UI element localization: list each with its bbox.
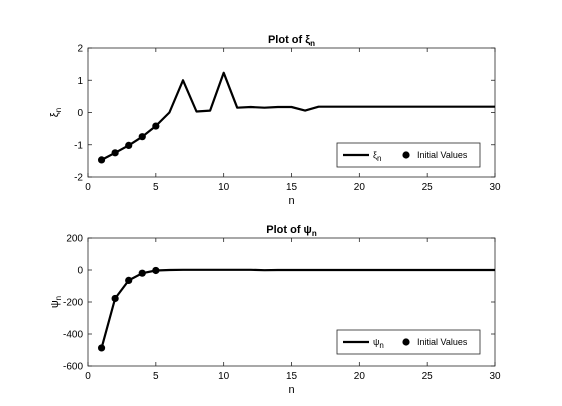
x-tick-label: 10 <box>218 371 230 382</box>
y-tick-label: -400 <box>63 330 83 341</box>
legend-entry-line-main: ψ <box>373 337 379 347</box>
legend-entry-line: ξn <box>373 150 381 163</box>
legend-entry-marker: Initial Values <box>417 337 468 347</box>
x-tick-label: 15 <box>286 371 298 382</box>
legend-marker-swatch <box>402 338 410 346</box>
x-tick-label: 0 <box>85 371 91 382</box>
legend-entry-line-main: ξ <box>373 150 377 160</box>
data-point <box>125 141 133 149</box>
x-tick-label: 20 <box>354 182 366 193</box>
legend-entry-line-subscript: n <box>377 154 381 163</box>
data-point <box>138 133 146 141</box>
chart-title-subscript: n <box>310 39 315 48</box>
y-tick-label: 2 <box>77 44 83 55</box>
x-tick-label: 10 <box>218 182 230 193</box>
x-tick-label: 30 <box>489 182 501 193</box>
y-tick-label: -2 <box>74 173 83 184</box>
y-tick-label: 200 <box>66 234 83 245</box>
legend-entry-line: ψn <box>373 337 384 350</box>
legend-entry-line-subscript: n <box>379 341 383 350</box>
y-tick-label: -600 <box>63 362 83 373</box>
data-point <box>111 149 119 157</box>
x-axis-label: n <box>288 384 294 396</box>
y-axis-label: ψn <box>49 296 63 308</box>
y-tick-label: -1 <box>74 140 83 151</box>
y-tick-label: 0 <box>77 266 83 277</box>
data-point <box>152 266 160 275</box>
x-tick-label: 0 <box>85 182 91 193</box>
data-point <box>125 276 133 284</box>
chart-title-main: Plot of ξ <box>268 34 310 46</box>
legend: ξn Initial Values <box>336 142 481 168</box>
y-axis-label-main: ψ <box>49 300 61 308</box>
x-tick-label: 5 <box>153 371 159 382</box>
data-point <box>97 344 106 352</box>
data-point <box>152 122 160 130</box>
x-tick-label: 5 <box>153 182 159 193</box>
legend-marker-swatch <box>402 151 410 159</box>
y-tick-label: 1 <box>77 76 83 87</box>
x-tick-label: 15 <box>286 182 298 193</box>
y-axis-label-subscript: n <box>54 108 63 112</box>
x-tick-label: 25 <box>422 371 434 382</box>
legend: ψn Initial Values <box>336 329 481 355</box>
chart-title-main: Plot of ψ <box>266 224 312 236</box>
y-axis-label-subscript: n <box>54 296 63 300</box>
series-line <box>100 268 495 349</box>
data-point <box>111 294 119 303</box>
chart-title: Plot of ψn <box>266 224 317 238</box>
data-point <box>138 269 146 277</box>
x-tick-label: 30 <box>489 371 501 382</box>
y-tick-label: -200 <box>63 298 83 309</box>
y-tick-label: 0 <box>77 108 83 119</box>
chart-title: Plot of ξn <box>268 34 315 48</box>
legend-entry-marker: Initial Values <box>417 150 468 160</box>
x-tick-label: 25 <box>422 182 434 193</box>
data-point <box>97 156 106 164</box>
y-axis-label-main: ξ <box>49 112 61 117</box>
x-axis-label: n <box>288 195 294 207</box>
y-axis-label: ξn <box>49 108 63 117</box>
chart-title-subscript: n <box>312 229 317 238</box>
x-tick-label: 20 <box>354 371 366 382</box>
series-line <box>101 71 495 161</box>
